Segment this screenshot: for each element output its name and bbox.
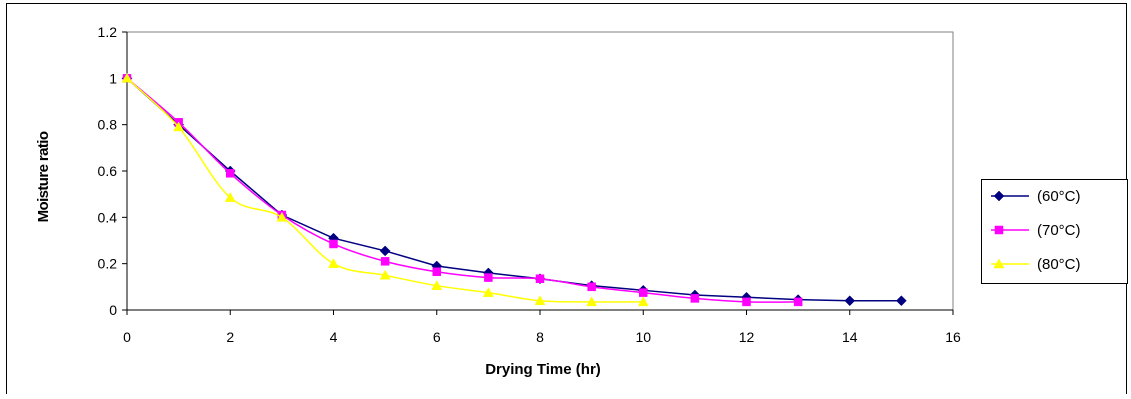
x-tick-label: 6 [433, 329, 441, 345]
legend-entry: (60°C) [991, 188, 1081, 205]
data-point [329, 239, 338, 249]
data-point [379, 269, 391, 280]
data-point [379, 245, 391, 257]
legend-box [981, 179, 1128, 284]
x-axis-title: Drying Time (hr) [485, 361, 601, 378]
data-point [431, 280, 443, 290]
legend-label: (80°C) [1037, 256, 1081, 273]
series-triangle [121, 72, 649, 307]
y-tick-label: 0.8 [98, 117, 118, 133]
data-point [535, 274, 545, 283]
x-tick-label: 16 [945, 329, 961, 345]
x-tick-label: 2 [226, 329, 234, 345]
legend-entry: (80°C) [991, 256, 1081, 273]
legend-marker [994, 225, 1004, 235]
data-point [380, 257, 390, 266]
y-tick-label: 0 [109, 302, 117, 318]
series-line [126, 77, 902, 302]
data-point [844, 295, 856, 307]
y-tick-label: 1 [109, 70, 117, 86]
x-tick-label: 10 [635, 329, 651, 345]
data-point [793, 297, 803, 307]
series-line [126, 77, 644, 303]
legend-marker [993, 258, 1005, 269]
data-point [534, 295, 546, 305]
data-point [328, 258, 339, 268]
legend-label: (70°C) [1037, 222, 1081, 239]
x-tick-label: 0 [123, 329, 131, 345]
data-point [690, 294, 700, 303]
x-tick-label: 12 [739, 329, 755, 345]
x-tick-label: 8 [536, 329, 544, 345]
data-point [224, 192, 236, 202]
legend-entry: (70°C) [991, 222, 1081, 239]
data-point [173, 121, 185, 132]
data-point [276, 211, 288, 222]
legend-marker [993, 190, 1005, 202]
data-point [482, 287, 494, 297]
x-tick-label: 4 [330, 329, 338, 345]
data-point [742, 297, 751, 307]
data-point [586, 296, 598, 307]
data-point [226, 169, 235, 178]
data-point [637, 296, 649, 307]
x-tick-label: 14 [842, 329, 858, 345]
data-point [432, 267, 441, 277]
data-point [896, 295, 907, 307]
plot-area [126, 31, 954, 311]
data-point [639, 288, 648, 297]
y-axis-title: Moisture ratio [35, 131, 52, 222]
data-point [121, 72, 133, 83]
y-tick-label: 1.2 [98, 24, 118, 40]
data-point [587, 282, 596, 292]
y-tick-label: 0.6 [98, 163, 118, 179]
y-tick-label: 0.4 [98, 209, 118, 225]
data-point [484, 273, 493, 282]
y-tick-label: 0.2 [98, 256, 118, 272]
legend-label: (60°C) [1037, 188, 1081, 205]
